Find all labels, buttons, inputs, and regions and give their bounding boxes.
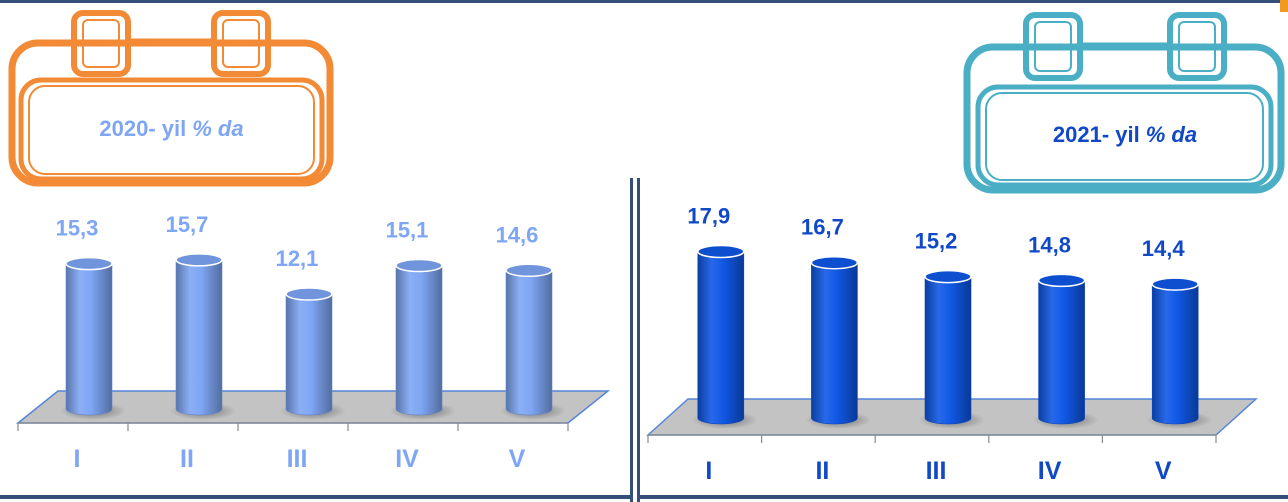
bottom-border-line [640, 495, 1288, 499]
x-tick-label: IV [395, 445, 419, 473]
panel-divider [637, 178, 640, 502]
bar-top [395, 258, 443, 273]
bar-top [285, 287, 333, 301]
data-label: 15,1 [386, 218, 429, 243]
badge-2020-unit: % da [192, 116, 244, 141]
data-label: 15,7 [166, 212, 209, 237]
data-label: 14,8 [1028, 232, 1071, 257]
bar [65, 263, 113, 416]
bar-top [1151, 277, 1199, 291]
x-tick-label: II [180, 445, 194, 473]
badge-2020-year: 2020- yil [99, 116, 187, 141]
badge-2020-label: 2020- yil % da [34, 104, 309, 154]
bar [285, 293, 333, 416]
panel-divider [630, 178, 633, 502]
x-tick-label: I [74, 445, 81, 473]
x-tick-label: IV [1038, 457, 1062, 485]
bar [1151, 283, 1199, 425]
bar [924, 276, 972, 425]
data-label: 15,2 [915, 229, 958, 254]
bottom-border-line [0, 495, 631, 499]
bar [811, 262, 858, 425]
bar [395, 265, 443, 416]
bar-top [697, 244, 745, 259]
bar-top [175, 253, 223, 267]
badge-2021-year: 2021- yil [1052, 122, 1140, 147]
data-label: 16,7 [801, 215, 844, 240]
bar-top [810, 255, 859, 270]
x-tick-label: I [705, 457, 712, 485]
x-tick-label: V [509, 445, 526, 473]
x-tick-label: III [926, 457, 947, 485]
bar-top [505, 263, 553, 278]
data-label: 12,1 [276, 246, 319, 271]
top-border-line [0, 0, 1288, 3]
bar [175, 259, 223, 416]
bar-top [65, 256, 113, 271]
data-label: 15,3 [56, 216, 99, 241]
badge-2021-unit: % da [1145, 122, 1198, 147]
corner-accent [1280, 0, 1288, 12]
badge-2021-label: 2021- yil % da [990, 110, 1260, 160]
x-tick-label: III [287, 445, 308, 473]
x-tick-label: V [1155, 457, 1172, 485]
data-label: 14,6 [496, 222, 539, 247]
bar [697, 251, 745, 425]
chart-2020: 15,3 I 15,7 II 12,1 III 15,1 IV 14,6 V [15, 212, 611, 473]
x-tick-label: II [815, 457, 829, 485]
bar [1038, 280, 1085, 425]
data-label: 14,4 [1142, 236, 1186, 261]
bar-top [1037, 273, 1086, 288]
bar-top [924, 269, 972, 284]
bar [505, 270, 553, 416]
data-label: 17,9 [687, 204, 730, 229]
chart-2021: 17,9 I 16,7 II 15,2 III 14,8 IV 14,4 V [646, 204, 1258, 485]
